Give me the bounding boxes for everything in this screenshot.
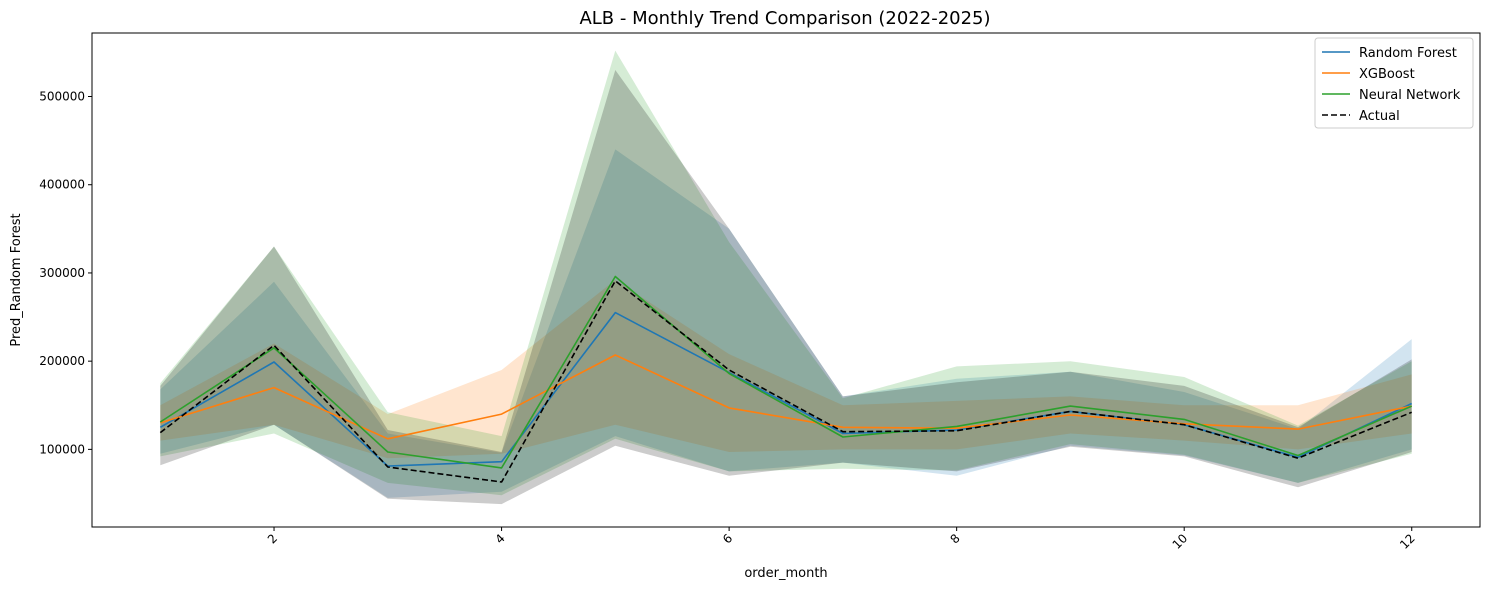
- x-axis-label: order_month: [744, 566, 827, 581]
- y-tick-label-400000: 400000: [39, 178, 85, 192]
- line-random-forest: [159, 311, 1413, 467]
- y-tick-label-200000: 200000: [39, 354, 85, 368]
- line-neural-network: [159, 275, 1413, 469]
- series-lines: [159, 275, 1413, 483]
- y-axis: 100000 200000 300000 400000 500000: [39, 90, 92, 456]
- legend: Random Forest XGBoost Neural Network Actual: [1314, 37, 1474, 129]
- y-tick-label-300000: 300000: [39, 266, 85, 280]
- legend-label-xgboost: XGBoost: [1359, 67, 1415, 82]
- y-axis-label: Pred_Random Forest: [9, 213, 24, 346]
- plot-frame: [91, 32, 1481, 528]
- line-actual: [159, 280, 1412, 483]
- band-actual: [160, 70, 1412, 505]
- legend-frame: [1314, 37, 1474, 129]
- legend-label-neural-network: Neural Network: [1359, 88, 1461, 103]
- band-random-forest: [160, 149, 1412, 498]
- y-tick-label-100000: 100000: [39, 442, 85, 456]
- confidence-bands: [160, 50, 1412, 505]
- y-tick-label-500000: 500000: [39, 90, 85, 104]
- chart-title: ALB - Monthly Trend Comparison (2022-202…: [579, 8, 990, 29]
- legend-label-actual: Actual: [1359, 109, 1400, 124]
- band-xgboost: [160, 280, 1412, 459]
- band-neural-network: [160, 50, 1412, 496]
- legend-label-random-forest: Random Forest: [1359, 46, 1457, 61]
